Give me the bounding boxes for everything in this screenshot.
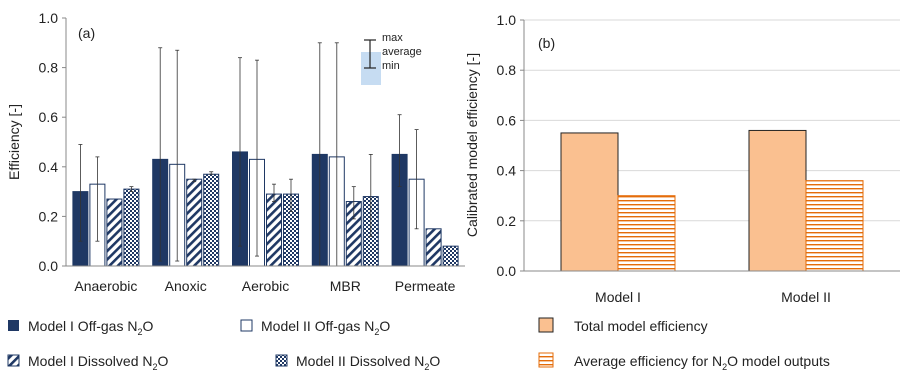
panel-a-y-axis-title: Efficiency [-] bbox=[6, 104, 22, 180]
bar-aerobic-model-i-dissolved-n-o bbox=[266, 193, 282, 267]
legend-item-model-i-offgas: Model I Off-gas N2O bbox=[8, 318, 153, 337]
panel-b: 0.0 0.2 0.4 0.6 0.8 1.0 Model I Model II (b) C… bbox=[464, 12, 900, 305]
x-tick-label-anaerobic: Anaerobic bbox=[74, 278, 137, 294]
panel-a-y-tick-label: 0.8 bbox=[39, 60, 59, 76]
legend-label-model-ii-dissolved: Model II Dissolved N2O bbox=[296, 353, 440, 372]
panel-b-y-tick-label: 0.2 bbox=[497, 213, 517, 229]
legend-item-model-ii-dissolved: Model II Dissolved N2O bbox=[275, 353, 440, 372]
inset-legend-average: average bbox=[382, 46, 422, 58]
bar-model-i-average-efficiency-for-n-o-model-outputs bbox=[617, 195, 676, 272]
x-tick-label-permeate: Permeate bbox=[395, 278, 456, 294]
inset-legend-min: min bbox=[382, 60, 400, 72]
bar-model-ii-total-model-efficiency bbox=[748, 129, 807, 272]
panel-a-label: (a) bbox=[78, 25, 95, 41]
panel-b-bars bbox=[560, 129, 864, 272]
legend-label-model-i-offgas: Model I Off-gas N2O bbox=[28, 318, 153, 337]
legend-swatch-model-ii-offgas bbox=[240, 319, 253, 332]
panel-b-y-tick-label: 1.0 bbox=[497, 12, 517, 28]
legend-swatch-total-efficiency bbox=[538, 317, 554, 333]
panel-b-y-tick-label: 0.6 bbox=[497, 112, 517, 128]
panel-a-y-tick-label: 1.0 bbox=[39, 10, 59, 26]
legend-label-model-ii-offgas: Model II Off-gas N2O bbox=[261, 318, 390, 337]
panel-b-y-tick-label: 0.4 bbox=[497, 163, 517, 179]
panel-a-y-tick-label: 0.2 bbox=[39, 208, 59, 224]
panel-a-bars bbox=[72, 151, 459, 267]
x-tick-label-model-i: Model I bbox=[595, 289, 641, 305]
inset-legend: max average min bbox=[361, 32, 422, 85]
bar-permeate-model-ii-dissolved-n-o bbox=[442, 245, 459, 267]
legend-swatch-model-i-dissolved bbox=[7, 354, 20, 367]
panel-b-y-tick-label: 0.8 bbox=[497, 62, 517, 78]
x-tick-label-anoxic: Anoxic bbox=[165, 278, 207, 294]
bar-permeate-model-i-dissolved-n-o bbox=[425, 228, 442, 267]
panel-a: 0.0 0.2 0.4 0.6 0.8 1.0 Anaerobic Anoxic Aerobi… bbox=[6, 10, 465, 294]
legend-label-model-i-dissolved: Model I Dissolved N2O bbox=[28, 353, 169, 372]
legend-item-model-ii-offgas: Model II Off-gas N2O bbox=[240, 318, 390, 337]
inset-legend-max: max bbox=[382, 32, 403, 44]
legend-swatch-average-n2o-efficiency bbox=[538, 352, 554, 368]
bar-model-i-total-model-efficiency bbox=[560, 132, 619, 272]
legend-label-total-efficiency: Total model efficiency bbox=[574, 318, 708, 334]
bar-anoxic-model-ii-dissolved-n-o bbox=[203, 173, 220, 267]
legend-swatch-model-ii-dissolved bbox=[275, 354, 288, 367]
bar-anaerobic-model-ii-dissolved-n-o bbox=[123, 188, 140, 267]
legend-item-average-n2o-efficiency: Average efficiency for N2O model outputs bbox=[538, 352, 830, 372]
panel-b-label: (b) bbox=[538, 35, 555, 51]
bar-anoxic-model-i-dissolved-n-o bbox=[186, 178, 203, 267]
bar-model-ii-average-efficiency-for-n-o-model-outputs bbox=[805, 180, 864, 272]
panel-b-y-tick-label: 0.0 bbox=[497, 263, 517, 279]
legend-swatch-model-i-offgas bbox=[8, 320, 19, 331]
x-tick-label-model-ii: Model II bbox=[781, 289, 831, 305]
panel-b-y-axis-title: Calibrated model efficiency [-] bbox=[464, 53, 480, 237]
bar-anaerobic-model-i-dissolved-n-o bbox=[106, 198, 123, 267]
legend-item-model-i-dissolved: Model I Dissolved N2O bbox=[7, 353, 169, 372]
panel-a-y-tick-label: 0.6 bbox=[39, 109, 59, 125]
x-tick-label-mbr: MBR bbox=[330, 278, 361, 294]
panel-b-legend: Total model efficiency Average efficienc… bbox=[538, 317, 830, 372]
panel-a-y-tick-label: 0.0 bbox=[39, 258, 59, 274]
legend-label-average-n2o-efficiency: Average efficiency for N2O model outputs bbox=[574, 353, 830, 372]
panel-a-y-tick-label: 0.4 bbox=[39, 159, 59, 175]
legend-item-total-efficiency: Total model efficiency bbox=[538, 317, 708, 334]
panel-a-legend: Model I Off-gas N2O Model II Off-gas N2O… bbox=[7, 318, 440, 372]
x-tick-label-aerobic: Aerobic bbox=[242, 278, 289, 294]
